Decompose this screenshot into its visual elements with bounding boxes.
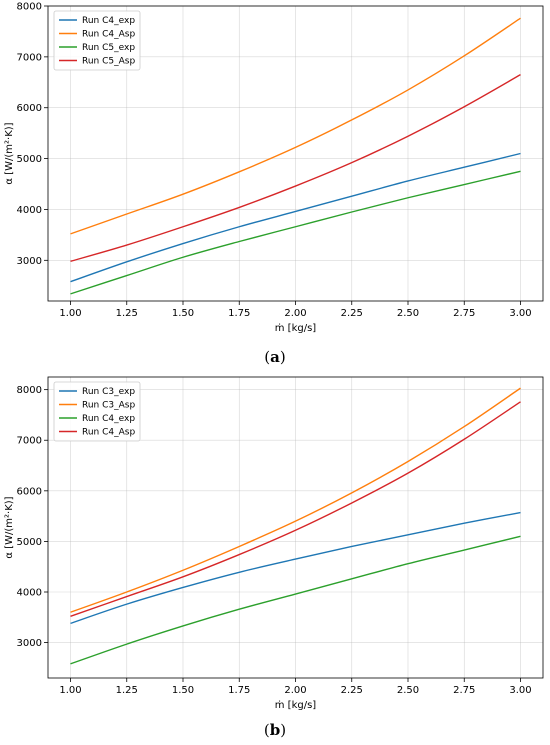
panel-a-x-tick-label: 3.00: [509, 308, 531, 319]
panel-b-legend-box: [53, 381, 141, 442]
panel-a-legend-label-1: Run C4_exp: [82, 16, 135, 26]
panel-a-y-tick-label: 4000: [17, 205, 42, 216]
panel-a-caption: (a): [264, 348, 285, 366]
panel-b-axes-frame: [47, 376, 544, 679]
panel-a-y-tick-label: 6000: [17, 103, 42, 114]
panel-a-y-tick-label: 5000: [17, 154, 42, 165]
panel-a-x-tick-label: 1.25: [116, 308, 138, 319]
panel-a-axes-frame: [47, 5, 544, 302]
panel-a-series-line-4: [70, 74, 521, 263]
panel-b-y-tick-label: 6000: [17, 486, 42, 497]
panel-a-legend-label-4: Run C5_Asp: [82, 57, 135, 67]
panel-a-legend-label-3: Run C5_exp: [82, 43, 135, 53]
panel-b-x-tick-label: 2.00: [284, 685, 306, 696]
panel-a-y-axis-label: α [W/(m²·K)]: [4, 122, 15, 184]
panel-a-legend-box: [53, 10, 141, 71]
panel-b-x-tick-label: 1.75: [228, 685, 250, 696]
panel-b-y-tick-label: 3000: [17, 638, 42, 649]
panel-b-legend-label-1: Run C3_exp: [82, 387, 135, 397]
panel-a-x-tick-label: 1.50: [172, 308, 194, 319]
panel-b-x-axis-label: ṁ [kg/s]: [275, 700, 317, 711]
panel-b-x-tick-label: 2.75: [453, 685, 475, 696]
panel-a-y-tick-label: 8000: [17, 2, 42, 13]
panel-b-y-tick-label: 5000: [17, 537, 42, 548]
panel-b-x-tick-label: 2.25: [341, 685, 363, 696]
panel-b-y-tick-label: 8000: [17, 385, 42, 396]
panel-b-y-tick-label: 4000: [17, 588, 42, 599]
panel-b-series-line-2: [70, 387, 521, 613]
panel-b-x-tick-label: 1.50: [172, 685, 194, 696]
panel-b-series-line-3: [70, 535, 521, 665]
panel-b-series-line-4: [70, 401, 521, 617]
panel-a-x-tick-label: 2.50: [397, 308, 419, 319]
panel-b-x-tick-label: 1.25: [116, 685, 138, 696]
panel-b-legend-label-4: Run C4_Asp: [82, 428, 135, 438]
panel-a-series-line-3: [70, 170, 521, 295]
panel-b-legend-label-3: Run C4_exp: [82, 414, 135, 424]
panel-b-caption: (b): [264, 721, 286, 739]
panel-b-y-tick-label: 7000: [17, 436, 42, 447]
panel-a-y-tick-label: 7000: [17, 52, 42, 63]
panel-a-x-axis-label: ṁ [kg/s]: [275, 323, 317, 334]
panel-a-x-tick-label: 2.75: [453, 308, 475, 319]
panel-a-legend-label-2: Run C4_Asp: [82, 30, 135, 40]
panel-b-series-line-1: [70, 511, 521, 625]
panel-a-y-tick-label: 3000: [17, 256, 42, 267]
panel-a-x-tick-label: 1.00: [59, 308, 81, 319]
panel-a-series-line-1: [70, 152, 521, 283]
panel-b-y-axis-label: α [W/(m²·K)]: [4, 496, 15, 558]
panel-a-series-line-2: [70, 17, 521, 235]
panel-a-x-tick-label: 2.00: [284, 308, 306, 319]
panel-b-legend-label-2: Run C3_Asp: [82, 401, 135, 411]
panel-b-x-tick-label: 3.00: [509, 685, 531, 696]
panel-a-x-tick-label: 1.75: [228, 308, 250, 319]
panel-b-x-tick-label: 2.50: [397, 685, 419, 696]
panel-b-x-tick-label: 1.00: [59, 685, 81, 696]
panel-a-x-tick-label: 2.25: [341, 308, 363, 319]
